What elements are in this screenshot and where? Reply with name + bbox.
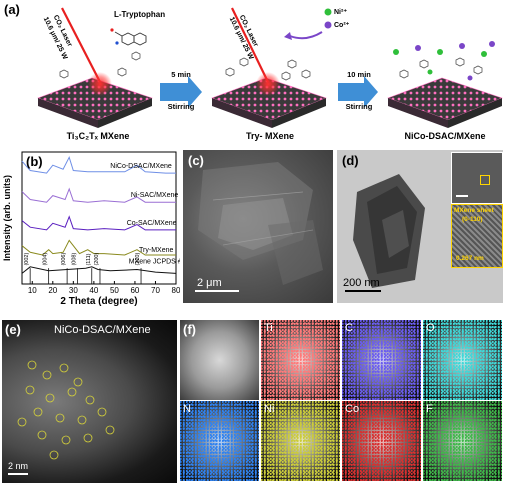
xrd-peak-label: (006)	[61, 253, 67, 266]
tem-inset-text-1: MXene sheet	[454, 207, 494, 214]
sem-texture	[198, 162, 323, 285]
panel-d-tem-image: (d) 200 nm MXene sheet (0-110) 0.267 nm	[337, 150, 503, 303]
eds-map-o: O	[423, 320, 502, 400]
xrd-peak-label: (111)	[86, 253, 92, 265]
panel-e-label: (e)	[5, 322, 21, 337]
panel-e-haadf-image: (e) NiCo-DSAC/MXene 2 nm	[2, 320, 177, 483]
sem-scale-bar	[195, 290, 239, 292]
xrd-series-label-jcpds-reference: MXene JCPDS # 032-1383	[129, 258, 180, 265]
xrd-xlabel: 2 Theta (degree)	[60, 296, 137, 307]
xrd-series-label-co-sac: Co-SAC/MXene	[127, 220, 177, 227]
haadf-scale-bar	[8, 473, 28, 475]
eds-map-label: Ti	[264, 322, 273, 334]
xrd-peak-label: (002)	[24, 253, 30, 266]
xrd-series-ni-sac	[21, 187, 176, 203]
panel-c-sem-image: (c) 2 μm	[183, 150, 333, 303]
eds-map-label: O	[426, 322, 435, 334]
xrd-xtick-label: 30	[69, 286, 78, 295]
arrow-1-shape	[160, 76, 202, 108]
xrd-xtick-label: 70	[151, 286, 160, 295]
eds-map-c: C	[342, 320, 421, 400]
xrd-series-label-nico-dsac: NiCo-DSAC/MXene	[110, 163, 172, 170]
tryptophan-label: L-Tryptophan	[114, 10, 166, 19]
xrd-series-nico-dsac	[21, 155, 176, 174]
haadf-scale-label: 2 nm	[8, 461, 29, 471]
xrd-xtick-label: 80	[172, 286, 180, 295]
panel-a-schematic	[37, 7, 503, 128]
tem-inset-low-mag	[451, 152, 503, 204]
tem-inset-hrtem: MXene sheet (0-110) 0.267 nm	[451, 204, 503, 268]
laser-beam-2	[231, 7, 269, 83]
caption-nico-dsac: NiCo-DSAC/MXene	[404, 131, 486, 141]
xrd-chart: NiCo-DSAC/MXene Ni-SAC/MXene Co-SAC/MXene T…	[2, 151, 213, 307]
xrd-peak-label: (200)	[94, 253, 100, 266]
tem-scale-label: 200 nm	[343, 277, 380, 289]
sem-scale-label: 2 μm	[197, 277, 222, 289]
ni-ion-legend	[324, 8, 332, 16]
eds-map-co: Co	[342, 401, 421, 481]
xrd-xtick-label: 20	[48, 286, 57, 295]
laser-beam-1	[61, 7, 101, 83]
tryptophan-structure	[110, 28, 147, 46]
arrow-2-bottom-label: Stirring	[345, 102, 373, 111]
eds-map-label: Co	[345, 403, 360, 415]
tem-inset-text-2: (0-110)	[462, 216, 483, 223]
eds-map-ni: Ni	[261, 401, 340, 481]
caption-ti3c2tx: Ti₃C₂Tₓ MXene	[66, 131, 130, 141]
arrow-2-shape	[338, 76, 378, 108]
panel-f-label: (f)	[183, 322, 196, 337]
xrd-plot-frame	[21, 151, 177, 285]
panel-b-label: (b)	[26, 154, 43, 169]
eds-map-f: F	[423, 401, 502, 481]
xrd-peak-label: (220)	[135, 253, 141, 266]
panel-f: (f) Ti C O N Ni Co F	[180, 320, 503, 483]
eds-map-n: N	[180, 401, 259, 481]
co-label: Co²⁺	[334, 22, 350, 29]
xrd-series-try-mxene	[21, 239, 176, 256]
eds-map-label: C	[345, 322, 353, 334]
ni-label: Ni²⁺	[334, 9, 348, 16]
eds-map-label: Ni	[264, 403, 275, 415]
single-atoms	[393, 41, 495, 81]
xrd-peak-label: (004)	[43, 253, 49, 266]
xrd-xtick-label: 60	[130, 286, 139, 295]
panel-a-label: (a)	[4, 2, 20, 17]
xrd-series-label-try-mxene: Try-MXene	[139, 247, 173, 254]
xrd-series-label-ni-sac: Ni-SAC/MXene	[131, 192, 179, 199]
tem-flake	[353, 174, 425, 288]
xrd-peak-label: (008)	[71, 253, 77, 266]
xrd-xtick-label: 40	[89, 286, 98, 295]
xrd-ylabel: Intensity (arb. units)	[2, 175, 12, 261]
panel-b: NiCo-DSAC/MXene Ni-SAC/MXene Co-SAC/MXene T…	[0, 148, 213, 308]
xrd-xtick-label: 10	[28, 286, 37, 295]
panel-d-label: (d)	[342, 153, 359, 168]
mxene-slab-2	[211, 77, 327, 128]
tem-inset-text-3: 0.267 nm	[456, 255, 484, 262]
eds-map-label: F	[426, 403, 433, 415]
tem-scale-bar	[345, 290, 381, 292]
caption-try-mxene: Try- MXene	[245, 131, 294, 141]
xrd-series-co-sac	[21, 215, 176, 231]
arrow-2-top-label: 10 min	[347, 70, 371, 79]
eds-map-label: N	[183, 403, 191, 415]
mxene-slab-3	[387, 77, 503, 128]
eds-map-haadf	[180, 320, 259, 400]
mxene-slab-1	[37, 77, 153, 128]
co-ion-legend	[324, 21, 332, 29]
haadf-atom-circles	[17, 360, 115, 460]
panel-a: (a)	[0, 0, 505, 148]
arrow-1-top-label: 5 min	[171, 70, 191, 79]
panel-e-title: NiCo-DSAC/MXene	[54, 324, 151, 336]
xrd-series-jcpds-reference	[21, 266, 177, 274]
panel-c-label: (c)	[188, 153, 204, 168]
eds-map-ti: Ti	[261, 320, 340, 400]
arrow-1-bottom-label: Stirring	[167, 102, 195, 111]
xrd-xtick-label: 50	[110, 286, 119, 295]
